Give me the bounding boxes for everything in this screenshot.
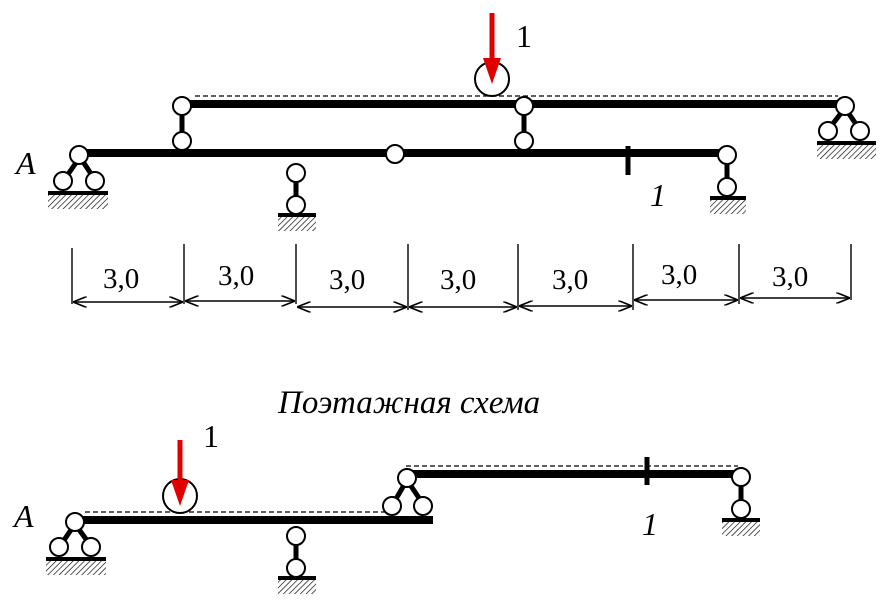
load-label-bottom: 1 xyxy=(203,418,219,454)
roller-support-middle xyxy=(278,163,316,231)
roller-support-middle-bottom xyxy=(278,526,316,594)
hinge xyxy=(172,131,192,151)
roller-support-right-lower xyxy=(710,145,746,214)
load-arrow-head-bottom xyxy=(171,480,189,506)
pinned-support-right-upper xyxy=(817,96,876,159)
roller-support-right-bottom xyxy=(722,467,760,536)
section-label: 1 xyxy=(650,177,666,213)
hinge xyxy=(514,96,534,116)
dimension-row: 3,0 3,0 3,0 3,0 3,0 3,0 3,0 xyxy=(71,244,852,310)
pinned-joint-support xyxy=(382,468,433,516)
top-scheme: 1 A 1 xyxy=(14,13,876,231)
dimension-label: 3,0 xyxy=(440,264,476,296)
hinge xyxy=(514,131,534,151)
support-label-a-bottom: A xyxy=(12,498,34,534)
load-arrow-head xyxy=(483,58,501,84)
pinned-support-a-bottom xyxy=(46,512,106,575)
section-label-bottom: 1 xyxy=(642,506,658,542)
dimension-label: 3,0 xyxy=(218,260,254,292)
floor-scheme-title: Поэтажная схема xyxy=(277,385,540,421)
dimension-label: 3,0 xyxy=(329,264,365,296)
hinge xyxy=(172,96,192,116)
dimension-label: 3,0 xyxy=(661,259,697,291)
beam-hinge xyxy=(385,144,405,164)
bottom-scheme: 1 A xyxy=(12,418,760,594)
dimension-label: 3,0 xyxy=(552,264,588,296)
pinned-support-a xyxy=(48,145,108,209)
support-label-a: A xyxy=(14,145,36,181)
dimension-label: 3,0 xyxy=(103,263,139,295)
dimension-label: 3,0 xyxy=(772,261,808,293)
load-label: 1 xyxy=(516,18,532,54)
